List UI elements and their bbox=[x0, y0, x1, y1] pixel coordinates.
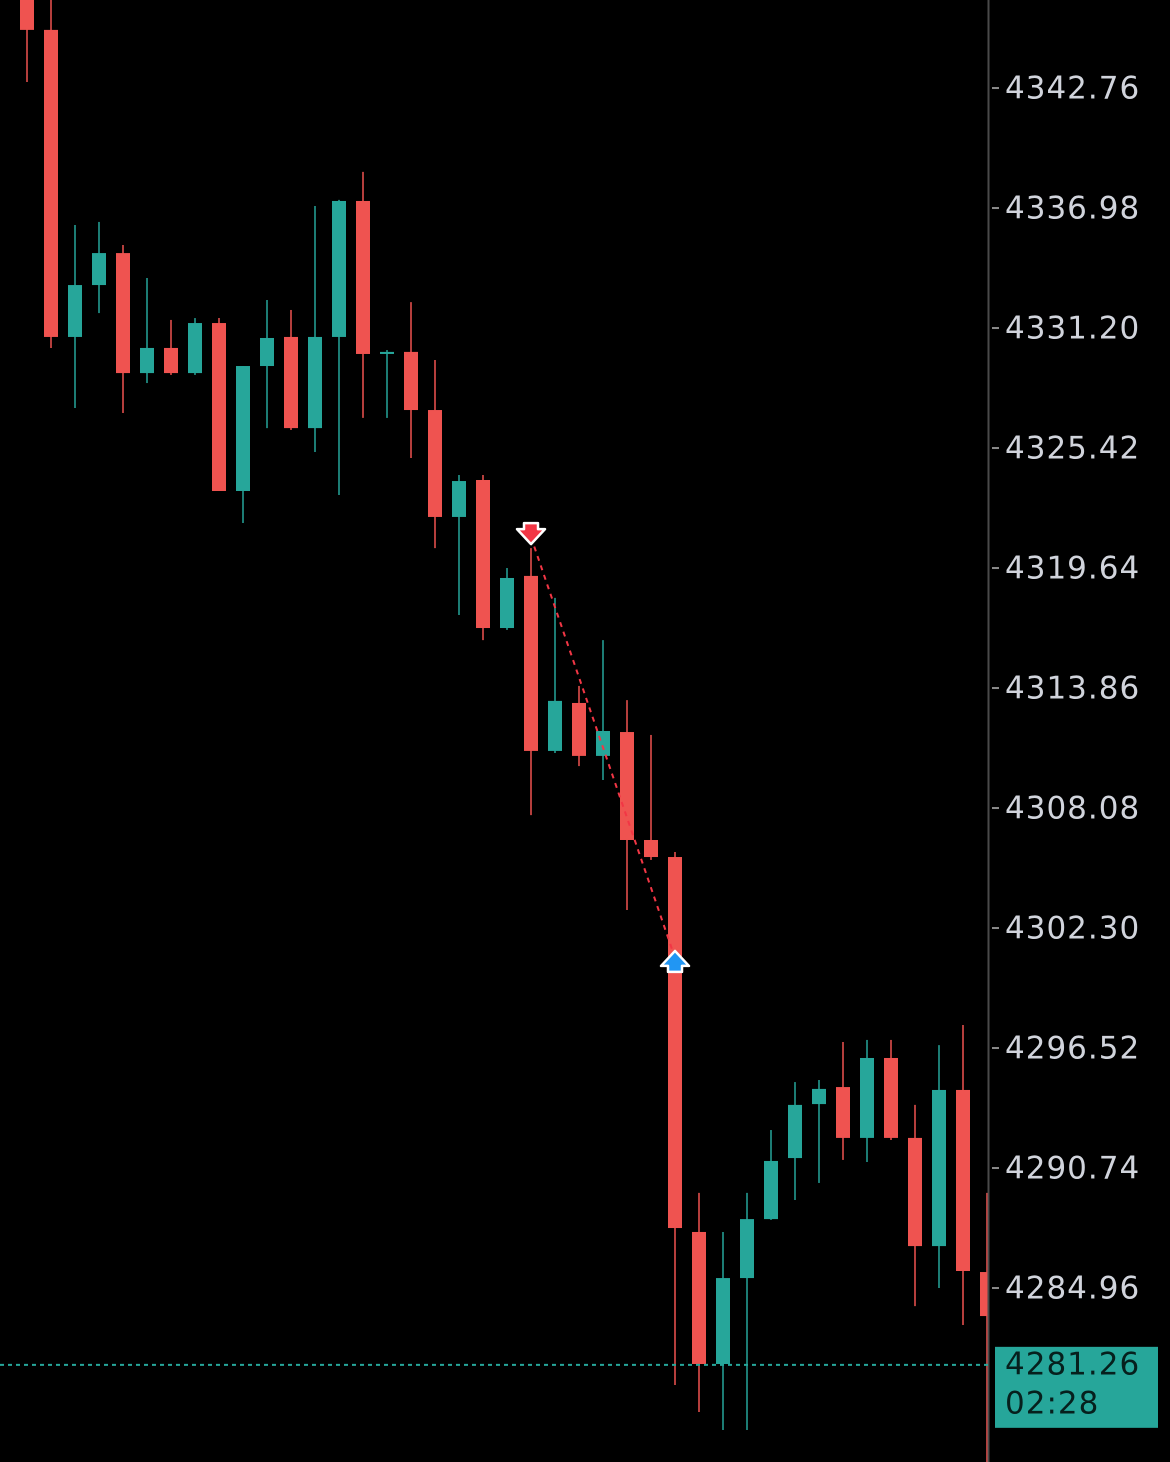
candle-body bbox=[740, 1219, 754, 1279]
y-tick-label: 4325.42 bbox=[1005, 431, 1140, 467]
y-tick-label: 4296.52 bbox=[1005, 1031, 1140, 1067]
y-tick-label: 4331.20 bbox=[1005, 311, 1140, 347]
candle-body bbox=[596, 731, 610, 756]
candle-body bbox=[20, 0, 34, 30]
y-tick-label: 4290.74 bbox=[1005, 1151, 1140, 1187]
y-tick-label: 4336.98 bbox=[1005, 191, 1140, 227]
price-axis: 4342.76 4336.98 4331.20 4325.42 4319.64 4313.… bbox=[992, 71, 1140, 1307]
candle-body bbox=[380, 351, 394, 354]
candle-body bbox=[716, 1278, 730, 1365]
y-tick-label: 4302.30 bbox=[1005, 911, 1140, 947]
candle-body bbox=[644, 839, 658, 858]
candle-body bbox=[980, 1272, 988, 1317]
candle-body bbox=[68, 285, 82, 337]
candle-body bbox=[524, 575, 538, 751]
candle-body bbox=[500, 577, 514, 629]
plot-area bbox=[20, 0, 988, 1462]
candle-body bbox=[764, 1160, 778, 1220]
candle-body bbox=[212, 323, 226, 492]
countdown-label: 02:28 bbox=[1005, 1385, 1099, 1421]
last-price-tag bbox=[995, 1346, 1158, 1428]
signal-marker bbox=[515, 521, 547, 546]
candle-body bbox=[188, 323, 202, 374]
candle-body bbox=[44, 29, 58, 337]
candle-body bbox=[812, 1088, 826, 1105]
y-tick-label: 4319.64 bbox=[1005, 551, 1140, 587]
candle-body bbox=[92, 253, 106, 286]
candle-body bbox=[860, 1057, 874, 1138]
y-tick-label: 4284.96 bbox=[1005, 1271, 1140, 1307]
candle-body bbox=[956, 1089, 970, 1271]
candle-body bbox=[788, 1104, 802, 1159]
candle-body bbox=[284, 336, 298, 429]
last-price-label: 4281.26 bbox=[1005, 1346, 1140, 1382]
y-tick-label: 4342.76 bbox=[1005, 71, 1140, 107]
candle-body bbox=[116, 253, 130, 374]
candle-body bbox=[332, 200, 346, 337]
candle-body bbox=[140, 347, 154, 374]
candle-body bbox=[236, 366, 250, 492]
candle-body bbox=[404, 351, 418, 411]
candle-body bbox=[884, 1057, 898, 1138]
candle-body bbox=[260, 337, 274, 367]
signal-marker bbox=[659, 949, 691, 974]
candle-body bbox=[308, 336, 322, 429]
candle-body bbox=[836, 1087, 850, 1138]
trade-line bbox=[530, 536, 676, 959]
y-tick-label: 4308.08 bbox=[1005, 791, 1140, 827]
candle-body bbox=[620, 732, 634, 840]
candle-body bbox=[692, 1231, 706, 1365]
candle-body bbox=[164, 347, 178, 374]
candle-body bbox=[908, 1137, 922, 1247]
candle-body bbox=[356, 200, 370, 354]
candle-body bbox=[428, 410, 442, 517]
candle-body bbox=[452, 481, 466, 517]
candle-body bbox=[548, 700, 562, 751]
candle-body bbox=[572, 702, 586, 756]
y-tick-label: 4313.86 bbox=[1005, 671, 1140, 707]
candle-body bbox=[476, 479, 490, 629]
candle-body bbox=[932, 1089, 946, 1247]
candle-body bbox=[668, 857, 682, 1229]
